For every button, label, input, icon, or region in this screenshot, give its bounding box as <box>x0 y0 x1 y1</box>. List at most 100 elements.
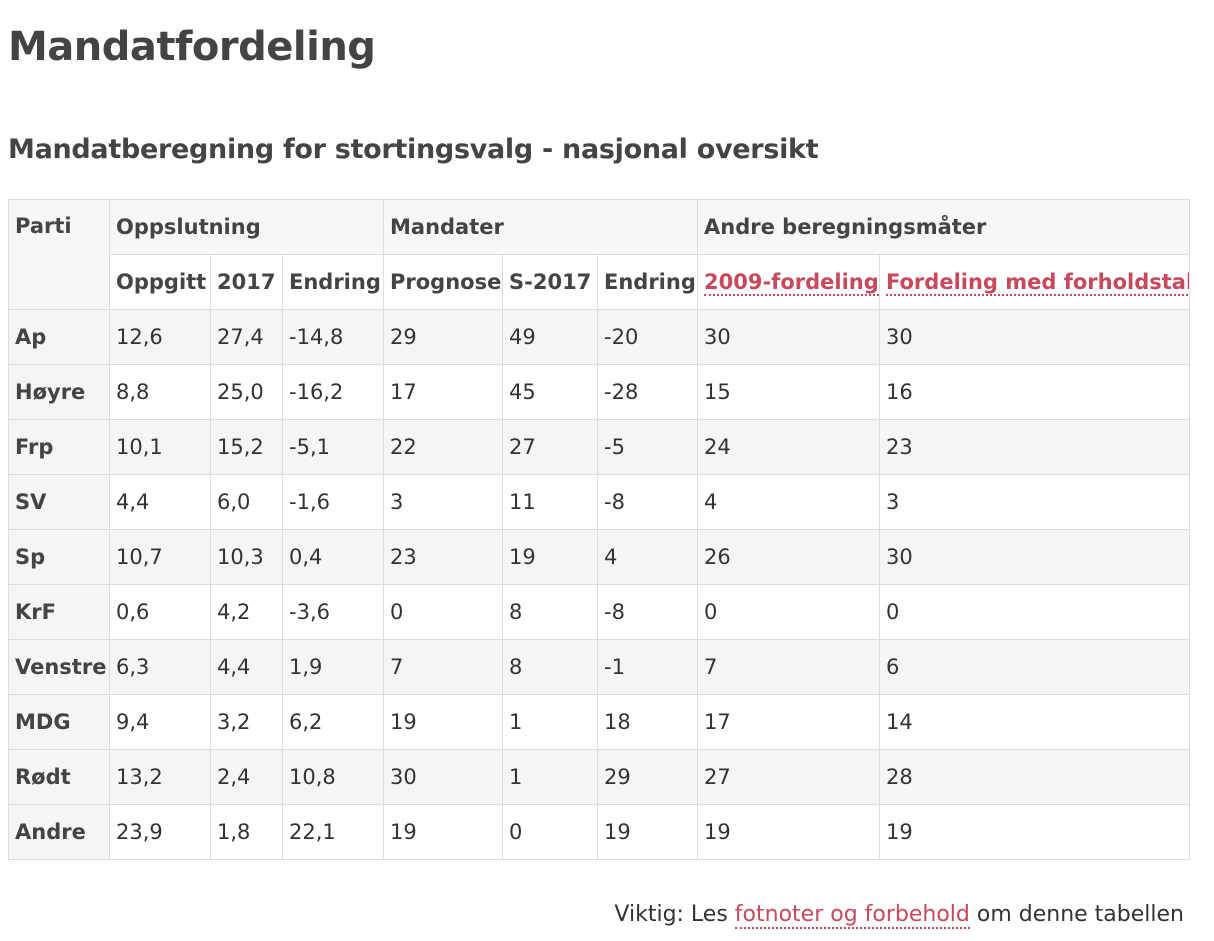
footnote-link[interactable]: fotnoter og forbehold <box>734 902 970 929</box>
cell-2017: 4,4 <box>210 639 283 695</box>
table-subtitle: Mandatberegning for stortingsvalg - nasj… <box>8 134 819 165</box>
cell-oppgitt: 6,3 <box>109 639 211 695</box>
cell-2017: 10,3 <box>210 529 283 585</box>
cell-forholdstall: 30 <box>879 309 1191 365</box>
cell-oppgitt: 10,7 <box>109 529 211 585</box>
cell-party: Rødt <box>8 749 110 805</box>
cell-forholdstall: 14 <box>879 694 1191 750</box>
cell-prognose: 3 <box>383 474 503 530</box>
table-row: SV 4,4 6,0 -1,6 3 11 -8 4 3 <box>8 474 1191 530</box>
cell-endring-oppslutning: 22,1 <box>282 804 384 860</box>
cell-2009-fordeling: 19 <box>697 804 881 860</box>
cell-endring-oppslutning: -3,6 <box>282 584 384 640</box>
cell-endring-mandater: -28 <box>596 364 699 420</box>
cell-s-2017: 49 <box>502 309 598 365</box>
cell-forholdstall: 28 <box>879 749 1191 805</box>
cell-endring-mandater: -1 <box>596 639 699 695</box>
link-2009-fordeling[interactable]: 2009-fordeling <box>704 270 879 296</box>
footnote-prefix: Viktig: Les <box>614 902 735 927</box>
cell-2009-fordeling: 4 <box>697 474 881 530</box>
cell-s-2017: 8 <box>502 639 598 695</box>
header-prognose: Prognose <box>383 254 503 310</box>
table-body: Ap 12,6 27,4 -14,8 29 49 -20 30 30 Høyre 8,8 25,0 -1… <box>8 309 1191 860</box>
cell-s-2017: 11 <box>502 474 598 530</box>
cell-s-2017: 27 <box>502 419 598 475</box>
table-row: Venstre 6,3 4,4 1,9 7 8 -1 7 6 <box>8 639 1191 695</box>
cell-s-2017: 8 <box>502 584 598 640</box>
cell-endring-mandater: -5 <box>596 419 699 475</box>
cell-2009-fordeling: 26 <box>697 529 881 585</box>
cell-endring-mandater: 19 <box>596 804 699 860</box>
cell-s-2017: 45 <box>502 364 598 420</box>
cell-s-2017: 1 <box>502 694 598 750</box>
cell-endring-oppslutning: 0,4 <box>282 529 384 585</box>
cell-prognose: 0 <box>383 584 503 640</box>
cell-prognose: 7 <box>383 639 503 695</box>
cell-forholdstall: 16 <box>879 364 1191 420</box>
cell-oppgitt: 23,9 <box>109 804 211 860</box>
cell-oppgitt: 0,6 <box>109 584 211 640</box>
cell-2009-fordeling: 0 <box>697 584 881 640</box>
header-parti: Parti <box>8 199 110 310</box>
header-mandater: Mandater <box>382 199 699 255</box>
cell-2009-fordeling: 27 <box>697 749 881 805</box>
cell-party: SV <box>8 474 110 530</box>
page-title: Mandatfordeling <box>8 24 376 70</box>
cell-prognose: 23 <box>383 529 503 585</box>
cell-oppgitt: 8,8 <box>109 364 211 420</box>
cell-prognose: 22 <box>383 419 503 475</box>
header-2017: 2017 <box>210 254 283 310</box>
cell-s-2017: 0 <box>502 804 598 860</box>
cell-endring-mandater: 29 <box>596 749 699 805</box>
cell-prognose: 19 <box>383 694 503 750</box>
table-row: MDG 9,4 3,2 6,2 19 1 18 17 14 <box>8 694 1191 750</box>
cell-prognose: 29 <box>383 309 503 365</box>
link-fordeling-med-forholdstall[interactable]: Fordeling med forholdstall <box>886 270 1189 296</box>
cell-party: KrF <box>8 584 110 640</box>
cell-forholdstall: 0 <box>879 584 1191 640</box>
header-andre-beregningsmater: Andre beregningsmåter <box>697 199 1191 255</box>
cell-endring-oppslutning: 6,2 <box>282 694 384 750</box>
cell-2017: 4,2 <box>210 584 283 640</box>
cell-2017: 27,4 <box>210 309 283 365</box>
cell-oppgitt: 12,6 <box>109 309 211 365</box>
cell-party: Sp <box>8 529 110 585</box>
cell-endring-mandater: 18 <box>596 694 699 750</box>
cell-party: Høyre <box>8 364 110 420</box>
cell-oppgitt: 4,4 <box>109 474 211 530</box>
table-row: Frp 10,1 15,2 -5,1 22 27 -5 24 23 <box>8 419 1191 475</box>
cell-party: Venstre <box>8 639 110 695</box>
results-table: Parti Oppslutning Mandater Andre beregni… <box>8 199 1191 860</box>
header-2009-fordeling: 2009-fordeling <box>697 254 881 310</box>
cell-2017: 3,2 <box>210 694 283 750</box>
cell-party: Frp <box>8 419 110 475</box>
cell-endring-oppslutning: -14,8 <box>282 309 384 365</box>
cell-endring-oppslutning: 1,9 <box>282 639 384 695</box>
cell-s-2017: 1 <box>502 749 598 805</box>
cell-endring-oppslutning: -5,1 <box>282 419 384 475</box>
cell-s-2017: 19 <box>502 529 598 585</box>
cell-2017: 1,8 <box>210 804 283 860</box>
cell-2017: 6,0 <box>210 474 283 530</box>
cell-forholdstall: 3 <box>879 474 1191 530</box>
cell-endring-oppslutning: -16,2 <box>282 364 384 420</box>
cell-endring-oppslutning: -1,6 <box>282 474 384 530</box>
cell-prognose: 19 <box>383 804 503 860</box>
cell-endring-mandater: 4 <box>596 529 699 585</box>
cell-2017: 15,2 <box>210 419 283 475</box>
cell-party: Andre <box>8 804 110 860</box>
header-oppslutning: Oppslutning <box>109 199 384 255</box>
table-header: Parti Oppslutning Mandater Andre beregni… <box>8 199 1191 310</box>
cell-party: Ap <box>8 309 110 365</box>
cell-endring-mandater: -20 <box>596 309 699 365</box>
table-row: Rødt 13,2 2,4 10,8 30 1 29 27 28 <box>8 749 1191 805</box>
cell-prognose: 17 <box>383 364 503 420</box>
table-row: KrF 0,6 4,2 -3,6 0 8 -8 0 0 <box>8 584 1191 640</box>
header-forholdstall: Fordeling med forholdstall <box>879 254 1191 310</box>
table-row: Sp 10,7 10,3 0,4 23 19 4 26 30 <box>8 529 1191 585</box>
cell-forholdstall: 30 <box>879 529 1191 585</box>
cell-endring-mandater: -8 <box>596 474 699 530</box>
cell-oppgitt: 13,2 <box>109 749 211 805</box>
cell-endring-mandater: -8 <box>596 584 699 640</box>
cell-2009-fordeling: 15 <box>697 364 881 420</box>
